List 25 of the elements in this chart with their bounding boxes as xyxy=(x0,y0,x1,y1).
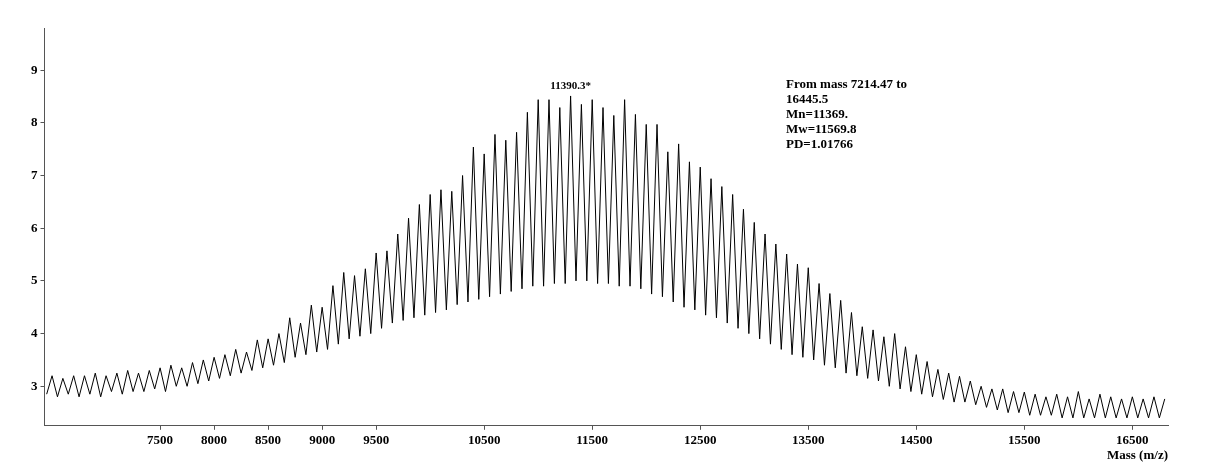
annotation: Mw=11569.8 xyxy=(786,120,858,136)
y-tick-label: 8 xyxy=(31,114,38,130)
y-tick-label: 4 xyxy=(31,324,38,340)
annotation: PD=1.01766 xyxy=(786,135,854,151)
y-tick-label: 3 xyxy=(31,377,38,393)
x-tick-label: 8000 xyxy=(201,431,228,447)
x-tick-label: 11500 xyxy=(576,431,609,447)
y-tick-label: 6 xyxy=(31,219,38,235)
x-tick-label: 10500 xyxy=(467,431,501,447)
x-tick-label: 16500 xyxy=(1116,431,1149,447)
x-tick-label: 7500 xyxy=(147,431,174,447)
y-tick-label: 5 xyxy=(31,272,38,288)
x-tick-label: 12500 xyxy=(683,431,717,447)
y-tick-label: 7 xyxy=(31,166,38,182)
x-tick-label: 13500 xyxy=(792,431,825,447)
annotation: From mass 7214.47 to 16445.5 xyxy=(786,75,908,106)
annotation: 11390.3* xyxy=(550,79,592,92)
annotation: Mn=11369. xyxy=(786,105,848,121)
x-tick-label: 9500 xyxy=(363,431,390,447)
x-tick-label: 14500 xyxy=(900,431,933,447)
x-tick-label: 8500 xyxy=(255,431,282,447)
x-tick-label: 15500 xyxy=(1008,431,1041,447)
x-tick-label: 9000 xyxy=(309,431,336,447)
x-axis-title: Mass (m/z) xyxy=(1106,446,1168,462)
y-tick-label: 9 xyxy=(31,61,38,77)
